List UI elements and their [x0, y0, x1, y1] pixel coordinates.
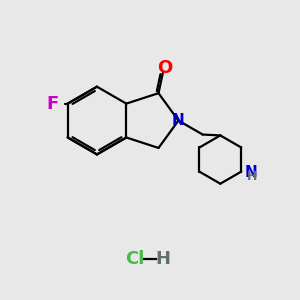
Text: N: N [245, 165, 257, 180]
Text: H: H [247, 170, 257, 183]
Text: F: F [46, 94, 59, 112]
Text: O: O [157, 59, 172, 77]
Text: H: H [156, 250, 171, 268]
Text: Cl: Cl [126, 250, 145, 268]
Text: N: N [172, 113, 185, 128]
